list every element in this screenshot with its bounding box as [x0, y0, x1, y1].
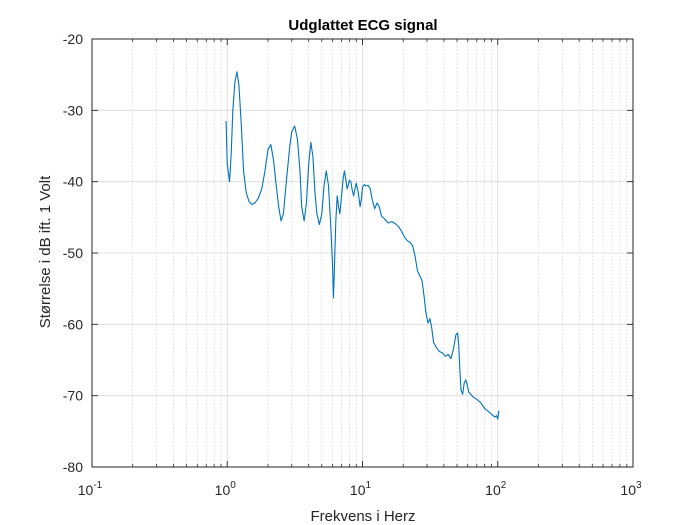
x-tick-labels: 10-1 100 101 102 103	[78, 480, 642, 498]
y-tick-label: -80	[63, 459, 83, 475]
series-line	[225, 71, 500, 420]
y-tick-label: -60	[63, 316, 83, 332]
y-axis-label: Størrelse i dB ift. 1 Volt	[37, 175, 54, 328]
x-tick-label: 100	[215, 480, 237, 498]
x-tick-label: 10-1	[78, 480, 103, 498]
x-tick-label: 101	[350, 480, 372, 498]
y-tick-label: -40	[63, 174, 83, 190]
y-tick-labels: -20 -30 -40 -50 -60 -70 -80	[63, 31, 83, 475]
x-tick-label: 102	[485, 480, 507, 498]
x-tick-label: 103	[620, 480, 642, 498]
y-tick-label: -30	[63, 102, 83, 118]
x-axis-label: Frekvens i Herz	[310, 508, 415, 525]
y-tick-label: -70	[63, 388, 83, 404]
chart-title: Udglattet ECG signal	[288, 17, 437, 34]
y-tick-label: -20	[63, 31, 83, 47]
tick-marks	[91, 38, 634, 468]
y-tick-label: -50	[63, 245, 83, 261]
